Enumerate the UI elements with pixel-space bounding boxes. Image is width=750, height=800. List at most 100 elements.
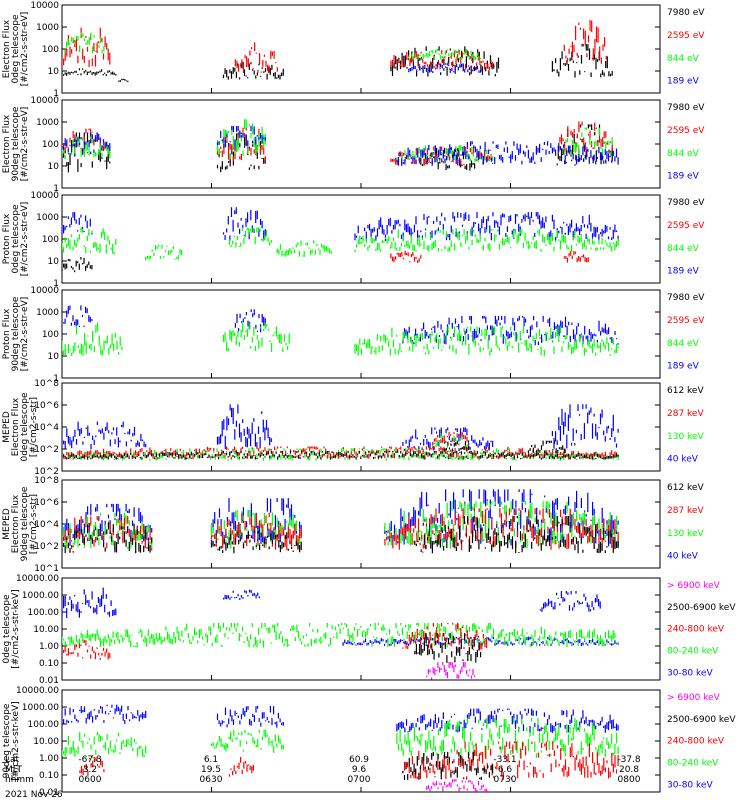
series-189-ev	[62, 305, 619, 346]
legend-entry: 844 eV	[667, 54, 700, 64]
legend-entry: 80-240 keV	[667, 647, 719, 657]
panel-frame	[61, 99, 661, 189]
y-tick-label: 100	[42, 45, 59, 55]
y-axis-title: [#/cm2-s-str-eV]	[20, 12, 30, 87]
y-axis-title: [#/cm2-s-str]	[29, 397, 39, 457]
y-tick-label: 1000.00	[22, 591, 59, 601]
y-tick-label: 10^2	[34, 467, 59, 477]
y-tick-label: 10000	[30, 1, 59, 11]
series-7980-ev	[62, 257, 93, 273]
series-189-ev	[408, 63, 482, 74]
legend-entry: 844 eV	[667, 244, 700, 254]
series-40-kev	[62, 489, 619, 547]
y-axis-title: 0deg telescope	[11, 14, 21, 84]
y-axis-title: Electron Flux	[2, 19, 12, 78]
series-80-240-kev	[62, 622, 619, 648]
y-tick-label: 1	[53, 89, 59, 99]
series-2595-ev	[62, 19, 607, 73]
series-7980-ev	[62, 44, 613, 83]
y-axis-title: [#/cm2-s-str-eV]	[20, 297, 30, 372]
panel-frame	[61, 289, 661, 379]
series-2595-ev	[390, 250, 589, 263]
legend-entry: 189 eV	[667, 172, 700, 182]
y-tick-label: 1.00	[39, 642, 59, 652]
legend-entry: 40 keV	[667, 552, 699, 562]
legend-entry: > 6900 keV	[667, 581, 721, 591]
legend-entry: 2595 eV	[667, 31, 705, 41]
y-tick-label: 10000	[30, 96, 59, 106]
series-844-ev	[64, 32, 482, 61]
panel-3: 10000 1000 100 10 1 Proton Flux 0deg telescope…	[2, 191, 705, 289]
legend-entry: 240-800 keV	[667, 625, 725, 635]
panel-6: 10^8 10^6 10^4 10^2 10^1 MEPED Electron Flux 90…	[2, 476, 704, 574]
legend-entry: 287 keV	[667, 506, 704, 516]
series-layer	[62, 305, 619, 356]
y-tick-label: 1000	[36, 23, 59, 33]
y-tick-label: 1000	[36, 118, 59, 128]
series-layer	[62, 119, 619, 173]
y-tick-label: 10000	[30, 286, 59, 296]
y-tick-label: 10	[48, 257, 60, 267]
series-layer	[62, 404, 619, 461]
legend-entry: 7980 eV	[667, 198, 705, 208]
y-tick-label: 10	[48, 67, 60, 77]
series-612-kev	[62, 516, 619, 554]
y-tick-label: 10^4	[34, 423, 59, 433]
y-tick-label: 1000	[36, 308, 59, 318]
legend-entry: 189 eV	[667, 77, 700, 87]
y-axis-title: 90deg telescope	[11, 106, 21, 181]
legend-entry: 2595 eV	[667, 221, 705, 231]
legend-entry: 30-80 keV	[667, 668, 713, 678]
series-7980-ev	[62, 124, 613, 173]
y-tick-label: 1	[53, 184, 59, 194]
legend-entry: 612 keV	[667, 386, 704, 396]
y-axis-title: Proton Flux	[2, 213, 12, 264]
y-axis-title: 90deg telescope	[11, 296, 21, 371]
series-layer	[62, 587, 619, 680]
y-axis-title: [#/cm2-s-str-keV]	[11, 589, 21, 668]
y-axis-title: Electron Flux	[11, 494, 21, 553]
series-layer	[62, 489, 619, 554]
y-tick-label: 1	[53, 279, 59, 289]
legend-entry: 2500-6900 keV	[667, 603, 736, 613]
panel-1: 10000 1000 100 10 1 Electron Flux 0deg telesco…	[2, 1, 705, 99]
series-layer	[62, 19, 613, 83]
panel-5: 10^8 10^6 10^4 10^2 10^2 MEPED Electron Flux 0d…	[2, 379, 704, 477]
panel-2: 10000 1000 100 10 1 Electron Flux 90deg telesc…	[2, 96, 705, 194]
y-axis-title: 0deg telescope	[2, 594, 12, 664]
series-189-ev	[62, 207, 619, 241]
y-tick-label: 10000.00	[16, 574, 59, 584]
series-612-kev	[62, 440, 619, 460]
y-tick-label: 100	[42, 235, 59, 245]
panel-4: 10000 1000 100 10 1 Proton Flux 90deg telescop…	[2, 286, 705, 384]
y-axis-title: [#/cm2-s-str-eV]	[20, 202, 30, 277]
y-axis-title: 90deg telescope	[20, 486, 30, 561]
y-tick-label: 10^8	[34, 476, 59, 486]
legend-entry: 7980 eV	[667, 293, 705, 303]
y-tick-label: 10	[48, 162, 60, 172]
legend-entry: 130 keV	[667, 432, 704, 442]
legend-entry: 2595 eV	[667, 126, 705, 136]
panel-frame	[61, 577, 661, 681]
series-844-ev	[62, 322, 619, 356]
legend-entry: 7980 eV	[667, 8, 705, 18]
y-axis-title: Electron Flux	[11, 397, 21, 456]
y-axis-title: MEPED	[2, 411, 12, 443]
y-tick-label: 10^1	[34, 564, 59, 574]
y-axis-title: MEPED	[2, 508, 12, 540]
y-tick-label: 100	[42, 140, 59, 150]
y-tick-label: 1000	[36, 213, 59, 223]
y-tick-label: 10^6	[34, 401, 59, 411]
y-tick-label: 0.01	[39, 676, 59, 686]
series-layer	[62, 207, 619, 273]
legend-entry: 612 keV	[667, 483, 704, 493]
legend-entry: 844 eV	[667, 339, 700, 349]
y-axis-title: Proton Flux	[2, 308, 12, 359]
y-tick-label: 100.00	[28, 608, 60, 618]
y-tick-label: 10^6	[34, 498, 59, 508]
series-40-kev	[62, 404, 619, 451]
y-tick-label: 10000	[30, 191, 59, 201]
series-844-ev	[62, 227, 619, 261]
